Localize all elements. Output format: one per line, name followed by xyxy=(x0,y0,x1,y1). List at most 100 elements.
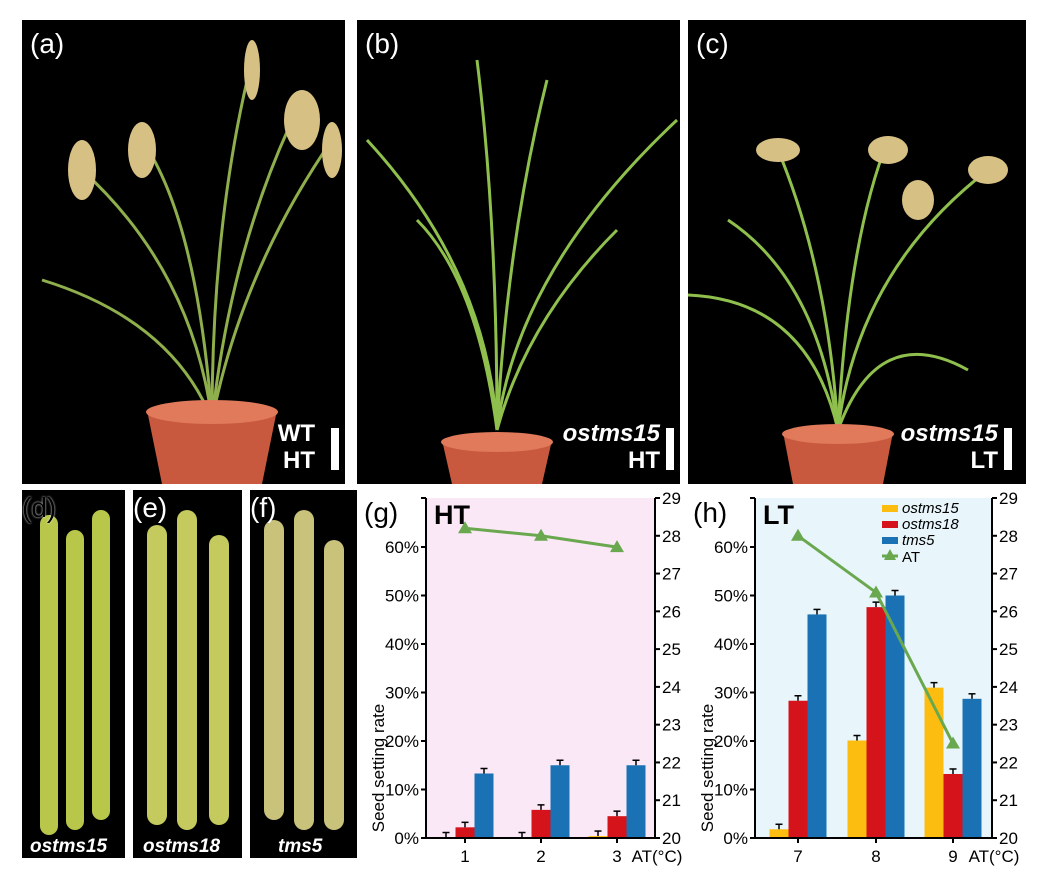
marker-AT xyxy=(869,585,883,598)
legend-swatch-tms5 xyxy=(882,537,898,544)
photo-wt-ht: (a) WT HT xyxy=(22,20,345,484)
y-tick-label: 20% xyxy=(385,732,419,751)
legend-label: ostms15 xyxy=(902,500,959,517)
y2-tick-label: 23 xyxy=(999,716,1018,735)
x-tick-label: 9 xyxy=(948,847,957,866)
y2-tick-label: 22 xyxy=(662,753,681,772)
bar-ostms15 xyxy=(847,740,867,838)
x-axis-label: AT(°C) xyxy=(632,847,683,866)
legend-swatch-ostms15 xyxy=(882,505,898,512)
chart-title: HT xyxy=(434,500,470,530)
scale-bar xyxy=(1004,428,1012,470)
y2-tick-label: 27 xyxy=(662,565,681,584)
y-tick-label: 0% xyxy=(723,829,748,848)
bar-ostms18 xyxy=(788,700,808,838)
x-axis-label: AT(°C) xyxy=(969,847,1020,866)
bar-ostms18 xyxy=(455,827,475,838)
y-tick-label: 60% xyxy=(714,538,748,557)
genotype: ostms15 xyxy=(562,420,660,447)
x-tick-label: 8 xyxy=(871,847,880,866)
y2-tick-label: 26 xyxy=(662,602,681,621)
y-tick-label: 20% xyxy=(714,732,748,751)
chart-title: LT xyxy=(763,500,794,530)
legend-label: ostms18 xyxy=(902,516,959,533)
legend-label: AT xyxy=(902,549,920,566)
y2-tick-label: 22 xyxy=(999,753,1018,772)
marker-AT xyxy=(534,528,548,541)
y2-tick-label: 21 xyxy=(999,791,1018,810)
chart-lt: 0% 10% 20% 30% 40% 50% 60% 20 21 22 23 24 25 26 27 28 29… xyxy=(693,489,1019,866)
y2-tick-label: 25 xyxy=(662,640,681,659)
y-tick-label: 40% xyxy=(714,635,748,654)
bar-tms5 xyxy=(550,765,570,838)
bar-tms5 xyxy=(885,595,905,838)
panel-label-f: (f) xyxy=(250,492,277,523)
panel-label: (g) xyxy=(364,497,398,528)
photo-panicle-ostms18: (e) ostms18 xyxy=(133,490,242,858)
legend-label: tms5 xyxy=(902,532,935,549)
caption-c: ostms15 LT xyxy=(901,420,998,474)
marker-AT xyxy=(458,521,472,534)
marker-AT xyxy=(946,736,960,749)
marker-AT xyxy=(610,540,624,553)
y2-tick-label: 24 xyxy=(999,678,1018,697)
plot-background xyxy=(426,498,655,838)
panel-label-d: (d) xyxy=(22,492,57,523)
y-tick-label: 30% xyxy=(385,684,419,703)
genotype: ostms15 xyxy=(30,836,108,857)
caption-a: WT HT xyxy=(278,420,315,474)
bar-ostms18 xyxy=(943,773,963,838)
scale-bar xyxy=(666,428,674,470)
legend-swatch-ostms18 xyxy=(882,521,898,528)
panicle-image xyxy=(147,510,229,830)
y-tick-label: 30% xyxy=(714,684,748,703)
x-tick-label: 7 xyxy=(793,847,802,866)
y-tick-label: 10% xyxy=(714,781,748,800)
condition: HT xyxy=(283,447,315,474)
genotype: tms5 xyxy=(278,836,323,857)
y-axis-label: Seed setting rate xyxy=(369,704,388,833)
panicle-image xyxy=(264,510,344,830)
scale-bar xyxy=(331,428,339,470)
panel-label-a: (a) xyxy=(30,28,65,59)
panel-label-c: (c) xyxy=(696,28,729,59)
y2-tick-label: 24 xyxy=(662,678,681,697)
panel-label: (h) xyxy=(693,497,727,528)
y-tick-label: 50% xyxy=(714,587,748,606)
y2-tick-label: 20 xyxy=(662,829,681,848)
bar-tms5 xyxy=(962,698,982,838)
y2-tick-label: 28 xyxy=(999,527,1018,546)
marker-AT xyxy=(791,528,805,541)
photo-panicle-ostms15: (d) ostms15 xyxy=(22,490,125,858)
bar-ostms18 xyxy=(607,816,627,838)
condition: HT xyxy=(628,447,660,474)
bar-tms5 xyxy=(474,773,494,838)
y2-tick-label: 23 xyxy=(662,716,681,735)
genotype: ostms15 xyxy=(900,420,998,447)
bar-ostms18 xyxy=(866,607,886,838)
y2-tick-label: 26 xyxy=(999,602,1018,621)
rice-plant-image xyxy=(365,59,679,484)
panicle-image xyxy=(40,510,110,835)
y-tick-label: 0% xyxy=(394,829,419,848)
genotype: ostms18 xyxy=(143,836,221,857)
x-tick-label: 1 xyxy=(460,847,469,866)
y2-tick-label: 28 xyxy=(662,527,681,546)
y2-tick-label: 20 xyxy=(999,829,1018,848)
x-tick-label: 3 xyxy=(612,847,621,866)
photo-ostms15-lt: (c) ostms15 LT xyxy=(688,20,1026,484)
chart-ht: 0%10%20%30%40%50%60%20212223242526272829… xyxy=(364,489,682,866)
condition: LT xyxy=(970,447,998,474)
photo-ostms15-ht: (b) ostms15 HT xyxy=(357,20,680,484)
rice-plant-image xyxy=(41,40,342,484)
y-tick-label: 10% xyxy=(385,781,419,800)
y2-tick-label: 21 xyxy=(662,791,681,810)
y-tick-label: 50% xyxy=(385,587,419,606)
y2-tick-label: 27 xyxy=(999,565,1018,584)
y2-tick-label: 29 xyxy=(662,489,681,508)
bar-tms5 xyxy=(807,614,827,838)
x-tick-label: 2 xyxy=(536,847,545,866)
y-tick-label: 60% xyxy=(385,538,419,557)
photo-panicle-tms5: (f) tms5 xyxy=(250,490,357,858)
y-axis-label: Seed setting rate xyxy=(698,704,717,833)
